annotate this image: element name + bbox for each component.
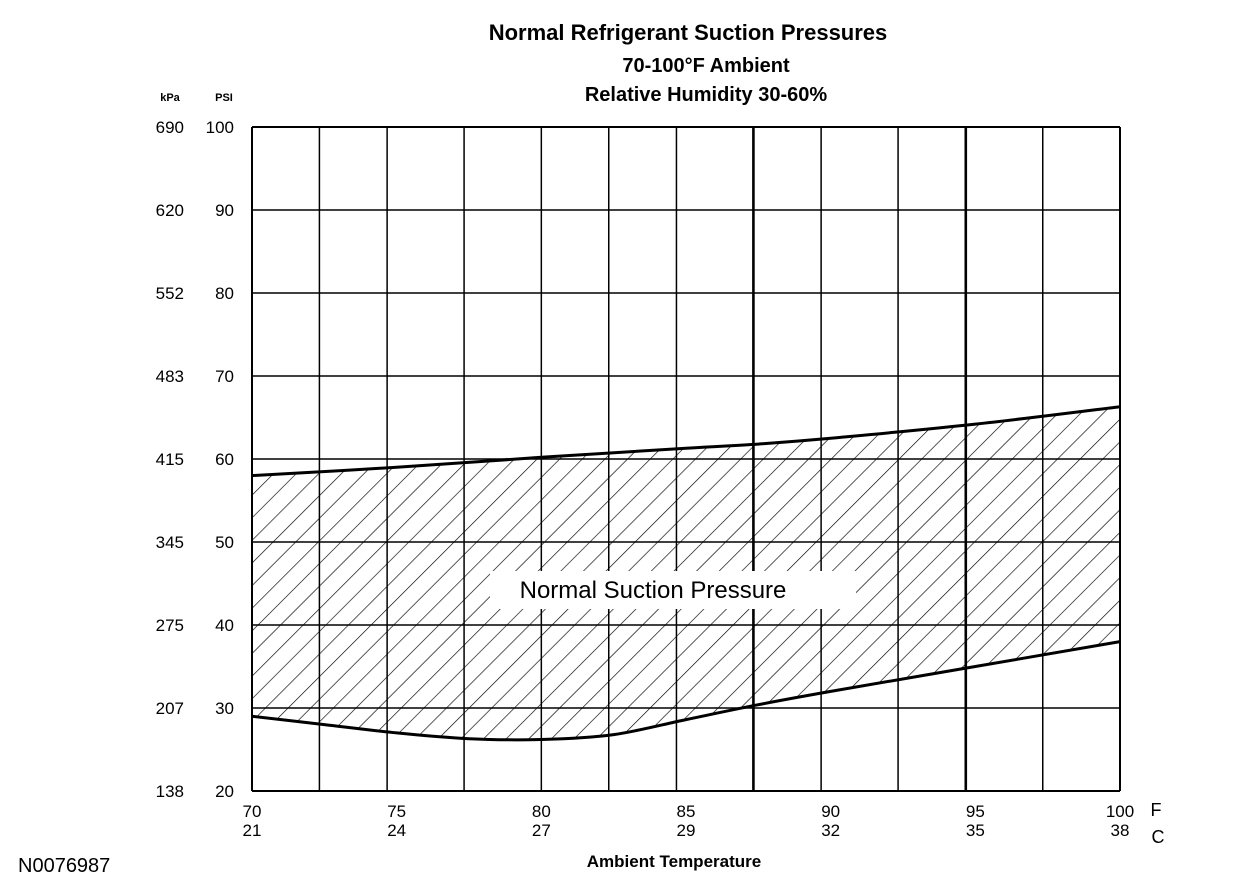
y-tick-psi: 70 [215,367,234,386]
y-tick-psi: 100 [206,118,234,137]
y-tick-kpa: 483 [156,367,184,386]
x-tick-f: 95 [966,802,985,821]
y-tick-psi: 50 [215,533,234,552]
y-tick-kpa: 415 [156,450,184,469]
y-unit-psi: PSI [215,92,233,104]
x-tick-c: 29 [677,821,696,840]
chart-subtitle-ambient: 70-100°F Ambient [622,55,790,77]
grid [251,126,1121,792]
y-tick-psi: 80 [215,284,234,303]
x-unit-f: F [1151,800,1162,820]
band-curves [251,405,1121,742]
y-tick-psi: 90 [215,201,234,220]
x-tick-f: 100 [1106,802,1134,821]
y-tick-kpa: 690 [156,118,184,137]
figure-id: N0076987 [18,855,110,877]
chart-title: Normal Refrigerant Suction Pressures [489,20,888,45]
region-label-background [490,571,856,609]
y-tick-kpa: 138 [156,782,184,801]
y-tick-psi: 60 [215,450,234,469]
x-tick-c: 24 [387,821,406,840]
x-unit-c: C [1152,827,1165,847]
x-tick-f: 85 [677,802,696,821]
x-axis-label: Ambient Temperature [587,852,761,871]
y-unit-kpa: kPa [160,92,180,104]
y-tick-kpa: 207 [156,699,184,718]
x-tick-f: 75 [387,802,406,821]
x-tick-c: 35 [966,821,985,840]
y-tick-labels: 690 100 620 90 552 80 483 70 415 60 345 50 275 40 207 3… [156,118,234,801]
y-tick-psi: 40 [215,616,234,635]
y-tick-psi: 20 [215,782,234,801]
x-tick-c: 32 [821,821,840,840]
y-tick-kpa: 345 [156,533,184,552]
x-tick-f: 70 [243,802,262,821]
region-label: Normal Suction Pressure [520,577,787,604]
x-tick-c: 38 [1111,821,1130,840]
y-tick-kpa: 552 [156,284,184,303]
x-tick-c: 21 [243,821,262,840]
x-tick-c: 27 [532,821,551,840]
chart-subtitle-humidity: Relative Humidity 30-60% [585,84,828,106]
upper-limit-line [251,405,1121,478]
y-tick-psi: 30 [215,699,234,718]
y-tick-kpa: 275 [156,616,184,635]
x-tick-f: 90 [821,802,840,821]
lower-limit-line [251,640,1121,742]
y-tick-kpa: 620 [156,201,184,220]
x-tick-f: 80 [532,802,551,821]
